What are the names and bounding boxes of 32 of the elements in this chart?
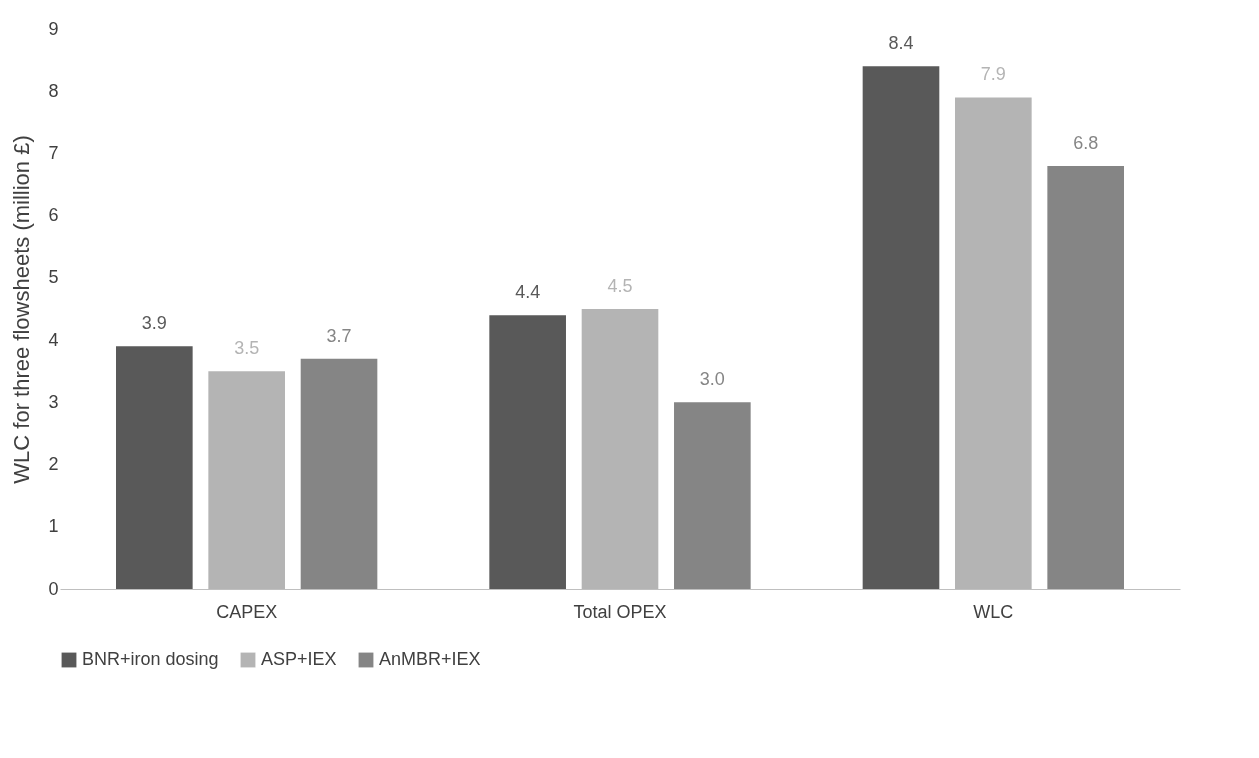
data-label: 3.0 xyxy=(699,369,725,390)
data-label: 6.8 xyxy=(1073,132,1099,153)
y-tick-label: 3 xyxy=(48,391,59,412)
data-label: 4.4 xyxy=(515,282,541,303)
y-tick-label: 4 xyxy=(48,329,59,350)
x-tick-label: WLC xyxy=(973,601,1014,622)
bar xyxy=(489,315,566,589)
data-label: 3.5 xyxy=(234,338,260,359)
legend-label: AnMBR+IEX xyxy=(379,649,481,669)
bar xyxy=(116,346,193,589)
bar xyxy=(300,358,378,589)
data-label: 8.4 xyxy=(888,33,914,54)
y-tick-label: 2 xyxy=(48,454,59,475)
legend-label: ASP+IEX xyxy=(261,649,337,669)
bar xyxy=(1047,165,1124,589)
y-tick-label: 0 xyxy=(48,578,59,599)
y-tick-label: 7 xyxy=(48,142,59,163)
legend-label: BNR+iron dosing xyxy=(82,649,219,669)
y-tick-label: 1 xyxy=(48,516,59,537)
bar xyxy=(862,66,940,589)
data-label: 3.7 xyxy=(326,325,352,346)
y-tick-label: 9 xyxy=(48,18,59,39)
bar xyxy=(674,402,751,589)
y-tick-label: 8 xyxy=(48,80,59,101)
y-tick-label: 6 xyxy=(48,205,59,226)
x-tick-label: CAPEX xyxy=(216,601,278,622)
data-label: 7.9 xyxy=(980,64,1006,85)
data-label: 4.5 xyxy=(607,276,633,296)
data-label: 3.9 xyxy=(141,313,167,334)
y-axis-title: WLC for three flowsheets (million £) xyxy=(9,135,35,484)
x-tick-label: Total OPEX xyxy=(573,601,667,622)
y-tick-label: 5 xyxy=(48,267,59,288)
